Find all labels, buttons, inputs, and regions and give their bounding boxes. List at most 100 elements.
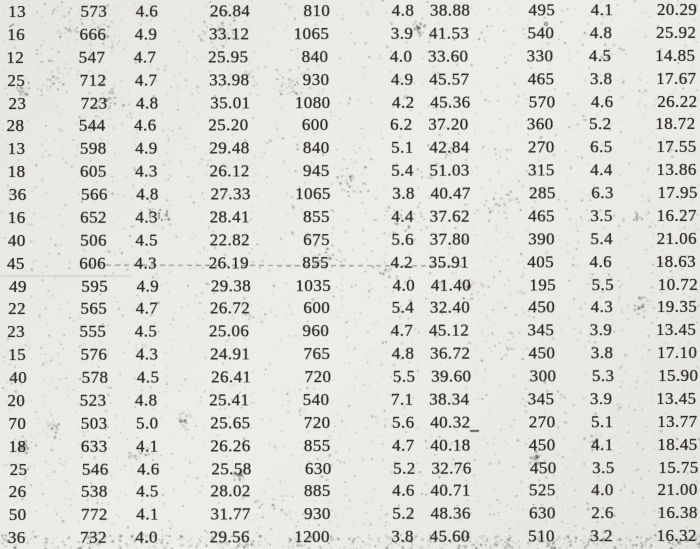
- table-cell: 540: [302, 389, 330, 410]
- table-cell: 270: [528, 412, 556, 432]
- table-cell: 4.2: [390, 252, 413, 272]
- table-cell: 40.47: [430, 183, 471, 203]
- table-cell: 546: [81, 459, 109, 479]
- table-cell: 712: [79, 70, 107, 90]
- table-cell: 565: [80, 299, 108, 319]
- table-cell: 885: [303, 481, 331, 501]
- table-row: 22 565 4.7 26.72 600 5.4 32.40 450 4.3 19.35: [0, 296, 697, 321]
- table-cell: 495: [528, 0, 556, 20]
- table-cell: 40.71: [430, 480, 471, 501]
- table-cell: 25.06: [208, 321, 250, 341]
- table-cell: 3.9: [589, 389, 613, 409]
- table-cell: 38.88: [429, 0, 471, 20]
- table-cell: 16.27: [656, 205, 697, 225]
- table-cell: 450: [528, 343, 556, 363]
- table-cell: 36.72: [429, 343, 471, 363]
- table-cell: 3.9: [390, 23, 414, 43]
- table-row: 18 605 4.3 26.12 945 5.4 51.03 315 4.4 13.86: [0, 159, 697, 184]
- table-cell: 26: [8, 482, 27, 502]
- table-cell: 1035: [295, 275, 332, 295]
- table-cell: 51.03: [429, 160, 470, 180]
- table-cell: 4.4: [590, 160, 613, 180]
- table-cell: 5.4: [590, 228, 613, 248]
- table-cell: 4.0: [389, 46, 413, 66]
- table-cell: 26.41: [211, 367, 252, 387]
- table-cell: 605: [79, 161, 107, 181]
- table-cell: 4.8: [589, 23, 613, 43]
- table-cell: 4.6: [134, 115, 157, 136]
- table-row: 25 712 4.7 33.98 930 4.9 45.57 465 3.8 17.67: [0, 68, 696, 93]
- table-cell: 4.4: [391, 206, 414, 226]
- table-cell: 21.06: [656, 228, 697, 248]
- table-cell: 40: [7, 230, 26, 250]
- table-cell: 5.0: [135, 413, 159, 433]
- table-cell: 42.84: [429, 137, 470, 157]
- table-cell: 960: [302, 321, 330, 341]
- table-row: 40 578 4.5 26.41 720 5.5 39.60 300 5.3 15.90: [0, 365, 698, 390]
- table-cell: 45: [6, 253, 25, 273]
- table-cell: 930: [302, 69, 330, 89]
- table-cell: 33.60: [428, 46, 469, 66]
- table-cell: 45.12: [428, 320, 470, 340]
- table-cell: 32.40: [429, 297, 471, 318]
- table-cell: 5.2: [392, 504, 415, 524]
- table-cell: 4.8: [391, 343, 415, 363]
- table-cell: 17.67: [656, 68, 697, 88]
- table-cell: 5.2: [393, 458, 416, 478]
- table-cell: 26.72: [209, 298, 251, 318]
- table-cell: 39.60: [431, 366, 472, 386]
- table-cell: 28.02: [210, 481, 251, 501]
- table-cell: 4.6: [392, 481, 415, 501]
- table-cell: 4.5: [136, 481, 159, 502]
- table-cell: 555: [79, 322, 107, 342]
- table-cell: 3.5: [592, 457, 615, 477]
- table-cell: 566: [81, 184, 108, 204]
- table-cell: 13: [8, 2, 27, 22]
- table-cell: 675: [303, 229, 330, 249]
- table-cell: 345: [527, 389, 555, 409]
- table-cell: 525: [528, 480, 556, 500]
- table-cell: 3.2: [590, 526, 613, 546]
- table-cell: 4.6: [589, 251, 612, 271]
- table-cell: 810: [303, 1, 331, 21]
- table-cell: 4.7: [390, 321, 414, 341]
- table-row: 45 606 4.3 26.19 855 4.2 35.91 405 4.6 18.63: [0, 251, 697, 276]
- table-cell: 16: [7, 24, 26, 44]
- table-row: 15 576 4.3 24.91 765 4.8 36.72 450 3.8 17.10: [0, 342, 697, 367]
- table-cell: 4.0: [392, 275, 416, 295]
- table-cell: 20: [7, 390, 26, 410]
- table-cell: 33.12: [208, 24, 250, 44]
- table-cell: 772: [81, 505, 108, 525]
- table-cell: 13.77: [657, 411, 698, 431]
- table-row: 25 546 4.6 25.58 630 5.2 32.76 450 3.5 15.75: [1, 456, 699, 481]
- table-cell: 652: [80, 207, 107, 227]
- table-cell: 36: [7, 528, 26, 548]
- table-cell: 578: [81, 367, 109, 387]
- table-row: 40 506 4.5 22.82 675 5.6 37.80 390 5.4 21.06: [0, 228, 697, 253]
- table-cell: 4.5: [136, 367, 160, 387]
- table-cell: 10.72: [657, 274, 699, 294]
- table-cell: 3.5: [590, 206, 613, 226]
- table-cell: 13.45: [656, 388, 697, 408]
- table-cell: 5.6: [391, 412, 415, 432]
- table-cell: 45.60: [429, 526, 470, 546]
- table-cell: 25.65: [210, 413, 251, 433]
- table-cell: 23: [7, 322, 26, 342]
- table-cell: 1080: [294, 92, 331, 112]
- table-cell: 17.55: [656, 137, 697, 157]
- table-cell: 4.3: [135, 344, 159, 364]
- table-cell: 5.1: [391, 138, 414, 158]
- table-cell: 4.1: [136, 504, 159, 524]
- table-cell: 40.18: [430, 435, 471, 455]
- table-cell: 25.41: [209, 390, 250, 410]
- table-cell: 360: [526, 114, 554, 134]
- table-row: 16 652 4.3 28.41 855 4.4 37.62 465 3.5 16.27: [0, 205, 697, 230]
- table-row: 18 633 4.1 26.26 855 4.7 40.18 450 4.1 18.45: [1, 434, 698, 459]
- table-cell: 17.10: [656, 343, 698, 363]
- table-row: 13 573 4.6 26.84 810 4.8 38.88 495 4.1 20.29: [0, 0, 697, 24]
- table-cell: 25: [7, 70, 26, 90]
- table-cell: 40: [9, 368, 28, 388]
- table-cell: 573: [80, 1, 108, 21]
- table-cell: 930: [304, 504, 331, 524]
- table-row: 70 503 5.0 25.65 720 5.6 40.32 270 5.1 13.77: [0, 411, 697, 436]
